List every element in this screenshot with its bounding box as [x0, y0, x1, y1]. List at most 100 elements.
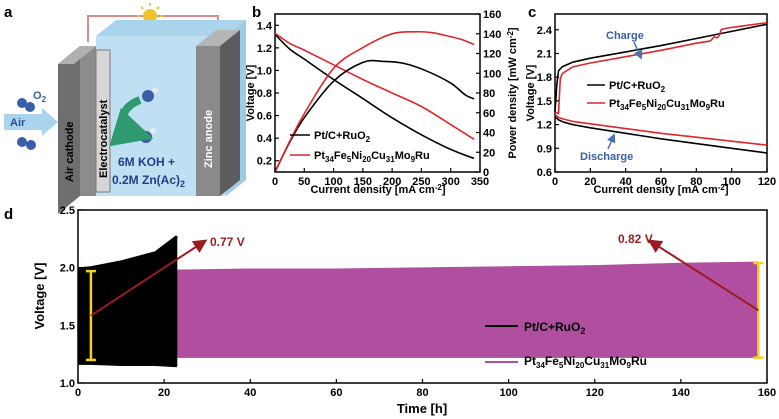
panel-c-series-1 — [554, 116, 768, 154]
panel-b-ylabel: Voltage [V] — [245, 64, 257, 121]
panel-d-y-tick-label: 2.0 — [60, 263, 75, 275]
o2-molecule-icon — [17, 98, 35, 112]
panel-b-x-tick-label: 0 — [272, 176, 278, 188]
panel-d-x-tick-label: 80 — [416, 387, 428, 399]
panel-b-x-tick-label: 250 — [412, 176, 430, 188]
electrocatalyst-label: Electrocatalyst — [98, 99, 110, 178]
panel-c-plot-area: 0 20 40 60 80 100 120 0.6 0.9 1.2 1.5 1.8 2.1 2.4 — [537, 21, 776, 188]
panel-b-x-tick-label: 50 — [298, 176, 310, 188]
panel-c-xlabel: Current density [mA cm-2] — [593, 183, 728, 196]
panel-b-chart: b 0 50 100 150 200 250 300 3500.20.40.60.81.01.… — [245, 4, 519, 196]
panel-b-label: b — [252, 4, 261, 21]
panel-c-y-tick-label: 0.9 — [537, 143, 552, 155]
panel-b-y-tick-label: 0.6 — [257, 111, 272, 123]
panel-c-x-tick-label: 120 — [758, 176, 776, 188]
panel-c-ylabel: Voltage [V] — [525, 64, 537, 121]
panel-d-y-tick-label: 1.5 — [60, 320, 75, 332]
panel-c-series-0 — [554, 23, 768, 113]
annotation-0.77v: 0.77 V — [210, 235, 245, 249]
panel-b-y2-tick-label: 80 — [483, 88, 495, 100]
panel-d-ylabel: Voltage [V] — [32, 263, 47, 330]
panel-d-band-1 — [77, 261, 759, 358]
panel-c-y-tick-label: 1.8 — [537, 72, 552, 84]
legend-label-ptc: Pt/C+RuO2 — [609, 80, 666, 94]
panel-d-chart: d 0 20 40 60 80 100 120 140 160 1.0 1.5 2.0 2.5 Volt… — [4, 205, 776, 416]
panel-b-y-tick-label: 1.2 — [257, 43, 272, 55]
panel-c-x-tick-label: 20 — [584, 176, 596, 188]
panel-d-x-tick-label: 20 — [158, 387, 170, 399]
discharge-annotation: Discharge — [580, 151, 633, 163]
panel-b-series-0 — [274, 33, 475, 160]
panel-b-y2-tick-label: 60 — [483, 108, 495, 120]
panel-b-series-3 — [274, 30, 475, 173]
panel-d-frame — [77, 209, 768, 384]
panel-c-series-2 — [554, 21, 768, 115]
panel-d-x-tick-label: 60 — [330, 387, 342, 399]
panel-b-y-tick-label: 0.2 — [257, 156, 272, 168]
air-cathode-top — [58, 46, 96, 64]
o2-molecule-icon — [17, 137, 36, 150]
panel-b-legend: Pt/C+RuO2 Pt34Fe5Ni20Cu31Mo9Ru — [290, 130, 430, 164]
panel-c-chart: c 0 20 40 60 80 100 120 0.6 0.9 1.2 1.5 1.8 2.1 2.4 V… — [525, 4, 776, 196]
panel-c-x-tick-label: 100 — [722, 176, 740, 188]
panel-d-x-tick-label: 160 — [758, 387, 776, 399]
panel-d-band-0 — [77, 235, 178, 367]
panel-d-label: d — [4, 206, 13, 223]
panel-d-x-tick-label: 120 — [586, 387, 604, 399]
oh-molecule-icon — [142, 87, 158, 102]
cell-top — [96, 20, 246, 36]
panel-d-y-tick-label: 1.0 — [60, 378, 75, 390]
panel-c-legend: Pt/C+RuO2 Pt34Fe5Ni20Cu31Mo9Ru — [587, 80, 725, 112]
panel-d-y-tick-label: 2.5 — [60, 205, 75, 217]
panel-b-y2-tick-label: 120 — [483, 49, 501, 61]
panel-b-series-1 — [274, 32, 475, 140]
panel-c-y-tick-label: 0.6 — [537, 167, 552, 179]
panel-b-x-tick-label: 200 — [383, 176, 401, 188]
electrolyte-label-2: 0.2M Zn(Ac)2 — [112, 173, 185, 189]
legend-label-ptc: Pt/C+RuO2 — [524, 320, 585, 336]
panel-d-x-tick-label: 40 — [244, 387, 256, 399]
panel-b-y2-tick-label: 40 — [483, 128, 495, 140]
panel-d-legend: Pt/C+RuO2 Pt34Fe5Ni20Cu31Mo9Ru — [485, 320, 647, 370]
panel-b-y2-tick-label: 0 — [483, 167, 489, 179]
panel-b-y2-tick-label: 100 — [483, 68, 501, 80]
panel-a-schematic: a Air cathode — [4, 3, 246, 214]
panel-b-y2label: Power density [mW cm-2] — [506, 27, 519, 159]
panel-b-x-tick-label: 100 — [324, 176, 342, 188]
panel-c-x-tick-label: 40 — [620, 176, 632, 188]
zinc-anode-label: Zinc anode — [203, 110, 215, 168]
panel-d-x-tick-label: 100 — [499, 387, 517, 399]
air-cathode-label: Air cathode — [64, 121, 76, 182]
legend-label-hea: Pt34Fe5Ni20Cu31Mo9Ru — [314, 150, 430, 164]
discharge-arrow-icon — [607, 133, 616, 150]
panel-c-x-tick-label: 0 — [552, 176, 558, 188]
panel-d-xlabel: Time [h] — [397, 401, 447, 416]
annotation-0.82v: 0.82 V — [618, 232, 653, 246]
reaction-arrow-icon — [109, 96, 154, 147]
panel-b-y2-tick-label: 140 — [483, 29, 501, 41]
charge-annotation: Charge — [606, 30, 644, 42]
air-label: Air — [10, 117, 26, 129]
panel-b-y-tick-label: 1.4 — [257, 20, 273, 32]
air-cathode-side — [58, 46, 80, 214]
legend-label-hea: Pt34Fe5Ni20Cu31Mo9Ru — [609, 98, 725, 112]
electrolyte-label-1: 6M KOH + — [118, 155, 175, 169]
panel-b-y2-tick-label: 160 — [483, 9, 501, 21]
zinc-anode-side — [220, 30, 240, 196]
air-cathode — [80, 46, 96, 196]
panel-b-y-tick-label: 1.0 — [257, 65, 272, 77]
panel-d-gap-arrow-1 — [647, 239, 759, 312]
panel-c-x-tick-label: 80 — [690, 176, 702, 188]
panel-c-label: c — [528, 4, 536, 21]
panel-d-gap-arrow-0 — [90, 239, 208, 317]
panel-b-y2-tick-label: 20 — [483, 147, 495, 159]
panel-d-band-0-upper-edge — [77, 235, 178, 271]
panel-b-y-tick-label: 0.8 — [257, 88, 272, 100]
panel-b-xlabel: Current density [mA cm-2] — [310, 183, 445, 196]
panel-b-y-tick-label: 0.4 — [257, 133, 273, 145]
panel-b-series-2 — [274, 59, 475, 173]
panel-c-y-tick-label: 1.2 — [537, 120, 552, 132]
air-flow-arrow — [4, 108, 58, 136]
panel-c-series-3 — [554, 114, 768, 146]
